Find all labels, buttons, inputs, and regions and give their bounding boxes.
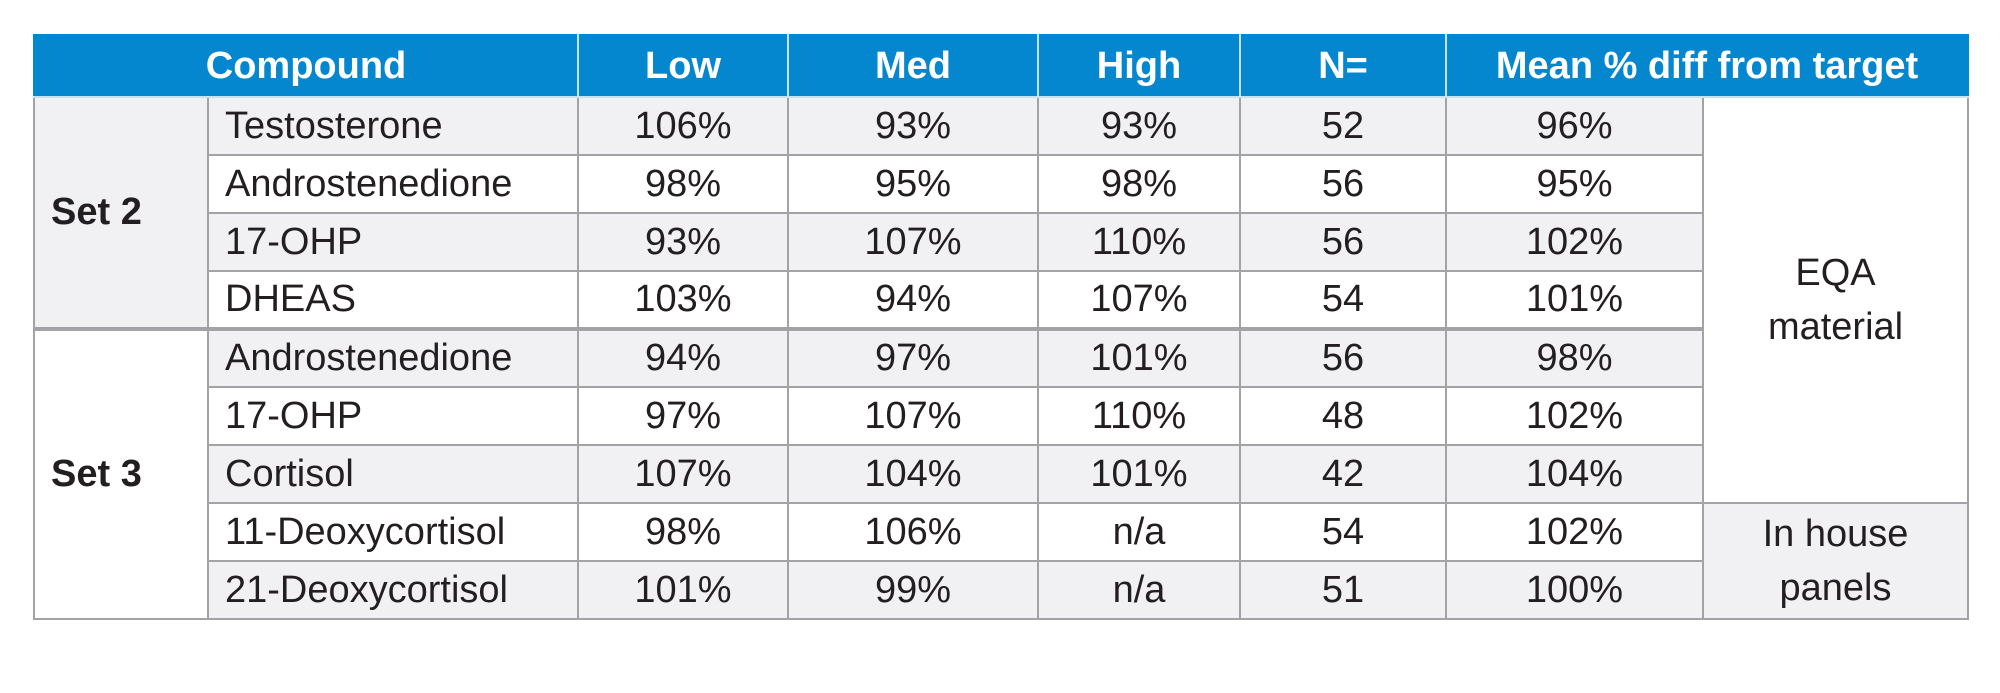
high-cell: 107% <box>1037 270 1242 330</box>
low-cell: 101% <box>577 560 790 620</box>
mean-cell: 100% <box>1445 560 1705 620</box>
n-cell: 48 <box>1239 386 1448 446</box>
compound-cell: Androstenedione <box>206 327 580 388</box>
table-row: Set 3 Androstenedione 94% 97% 101% 56 98… <box>33 327 1968 620</box>
note-in-house-panels: In house panels <box>1702 502 1970 620</box>
header-n: N= <box>1239 34 1448 98</box>
med-cell: 104% <box>787 444 1040 504</box>
mean-cell: 96% <box>1445 96 1705 156</box>
med-cell: 99% <box>787 560 1040 620</box>
high-cell: 101% <box>1037 327 1242 388</box>
header-high: High <box>1037 34 1242 98</box>
compound-cell: Testosterone <box>206 96 580 156</box>
header-row: Compound Low Med High N= Mean % diff fro… <box>32 34 1970 98</box>
table-row: 17-OHP 97% 107% 110% 48 102% <box>34 386 1968 446</box>
header-mean-diff: Mean % diff from target <box>1445 34 1970 98</box>
high-cell: n/a <box>1037 502 1242 562</box>
mean-cell: 102% <box>1445 212 1705 272</box>
high-cell: 110% <box>1037 212 1242 272</box>
mean-cell: 101% <box>1445 270 1705 330</box>
n-cell: 54 <box>1239 502 1448 562</box>
high-cell: 93% <box>1037 96 1242 156</box>
compound-cell: DHEAS <box>206 270 580 330</box>
n-cell: 56 <box>1239 212 1448 272</box>
med-cell: 93% <box>787 96 1040 156</box>
note-line: In house <box>1762 513 1909 555</box>
mean-cell: 102% <box>1445 386 1705 446</box>
mean-cell: 98% <box>1445 327 1705 388</box>
med-cell: 107% <box>787 386 1040 446</box>
compound-cell: 21-Deoxycortisol <box>206 560 580 620</box>
compound-cell: Cortisol <box>206 444 580 504</box>
compound-cell: Androstenedione <box>206 154 580 214</box>
med-cell: 94% <box>787 270 1040 330</box>
low-cell: 94% <box>577 327 790 388</box>
high-cell: 110% <box>1037 386 1242 446</box>
note-eqa-material: EQA material <box>1702 96 1970 504</box>
med-cell: 97% <box>787 327 1040 388</box>
table-row: Androstenedione 98% 95% 98% 56 95% <box>34 154 1968 214</box>
table-row: Set 2 Testosterone 106% 93% 93% 52 96% E… <box>33 96 1970 504</box>
n-cell: 52 <box>1239 96 1448 156</box>
mean-cell: 95% <box>1445 154 1705 214</box>
header-med: Med <box>787 34 1040 98</box>
n-cell: 56 <box>1239 154 1448 214</box>
low-cell: 93% <box>577 212 790 272</box>
high-cell: 101% <box>1037 444 1242 504</box>
note-line: panels <box>1779 567 1892 609</box>
n-cell: 54 <box>1239 270 1448 330</box>
table-row: Cortisol 107% 104% 101% 42 104% <box>34 444 1968 504</box>
low-cell: 97% <box>577 386 790 446</box>
high-cell: n/a <box>1037 560 1242 620</box>
table-row: 11-Deoxycortisol 98% 106% n/a 54 102% In… <box>34 502 1970 620</box>
high-cell: 98% <box>1037 154 1242 214</box>
compound-cell: 17-OHP <box>206 212 580 272</box>
table-row: 17-OHP 93% 107% 110% 56 102% <box>34 212 1968 272</box>
results-table: Compound Low Med High N= Mean % diff fro… <box>32 34 1970 620</box>
set-label: Set 2 <box>33 96 209 330</box>
low-cell: 106% <box>577 96 790 156</box>
med-cell: 106% <box>787 502 1040 562</box>
compound-cell: 11-Deoxycortisol <box>206 502 580 562</box>
set-label: Set 3 <box>33 327 209 620</box>
n-cell: 56 <box>1239 327 1448 388</box>
n-cell: 42 <box>1239 444 1448 504</box>
results-table-container: Compound Low Med High N= Mean % diff fro… <box>32 34 1970 620</box>
table-row: 21-Deoxycortisol 101% 99% n/a 51 100% <box>34 560 1968 620</box>
header-compound: Compound <box>32 34 580 98</box>
compound-cell: 17-OHP <box>206 386 580 446</box>
low-cell: 103% <box>577 270 790 330</box>
low-cell: 107% <box>577 444 790 504</box>
low-cell: 98% <box>577 502 790 562</box>
mean-cell: 104% <box>1445 444 1705 504</box>
note-line: material <box>1767 306 1904 348</box>
note-line: EQA <box>1795 252 1876 294</box>
table-row: DHEAS 103% 94% 107% 54 101% <box>34 270 1968 330</box>
mean-cell: 102% <box>1445 502 1705 562</box>
header-low: Low <box>577 34 790 98</box>
med-cell: 95% <box>787 154 1040 214</box>
med-cell: 107% <box>787 212 1040 272</box>
n-cell: 51 <box>1239 560 1448 620</box>
low-cell: 98% <box>577 154 790 214</box>
